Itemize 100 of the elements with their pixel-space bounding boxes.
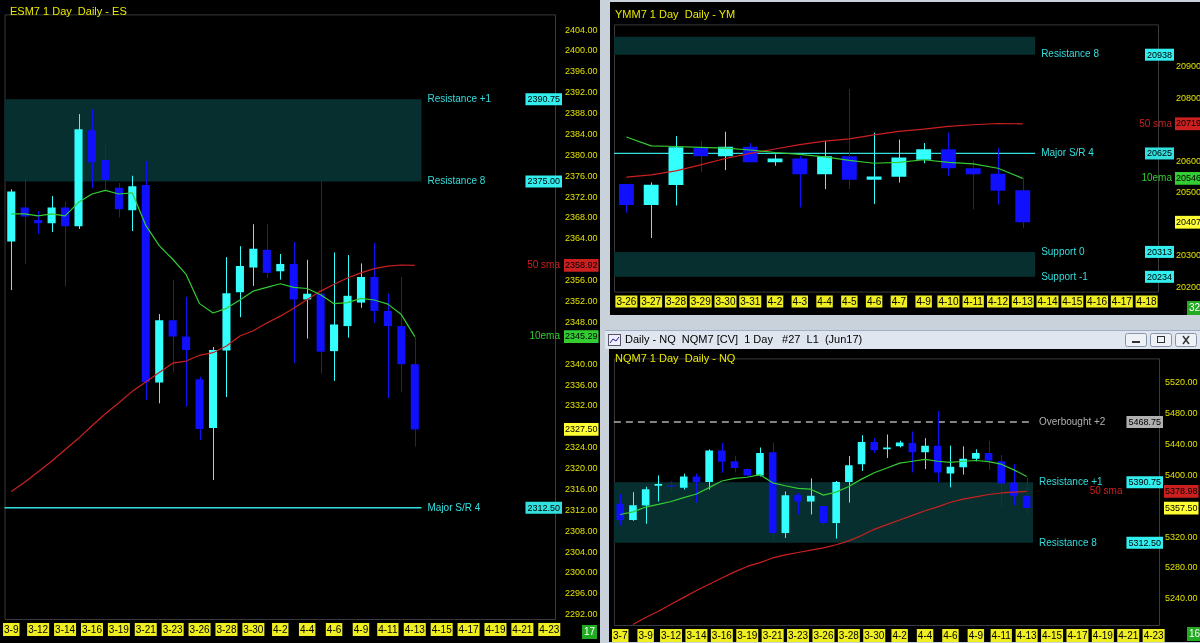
y-tick-label: 5378.98 xyxy=(1165,485,1198,496)
y-tick-label: 2336.00 xyxy=(565,379,598,390)
x-tick-label: 4-17 xyxy=(1111,296,1133,308)
legend-label: 50 sma xyxy=(1139,117,1173,129)
x-tick-label: 3-12 xyxy=(28,623,49,635)
chart-title: YMM7 1 Day Daily - YM xyxy=(615,8,736,21)
annotation: 2375.00 xyxy=(527,176,560,187)
candlestick xyxy=(693,140,709,173)
annotation: 2390.75 xyxy=(527,94,560,105)
x-tick-label: 3-7 xyxy=(613,629,628,641)
x-tick-label: 4-9 xyxy=(968,629,984,641)
chart-subtitle: Daily - NQ NQM7 [CV] 1 Day #27 L1 (Jun17) xyxy=(625,333,863,345)
y-tick-label: 2348.00 xyxy=(565,316,598,327)
y-tick-label: 2300.00 xyxy=(565,567,598,578)
x-tick-label: 3-27 xyxy=(641,296,662,308)
candlestick xyxy=(817,140,832,190)
text: 32 xyxy=(1187,301,1200,315)
x-tick-label: 4-12 xyxy=(987,296,1009,308)
x-tick-label: 4-23 xyxy=(1143,629,1165,641)
annotation: 20625 xyxy=(1146,148,1172,159)
y-tick-label: 20500 xyxy=(1176,187,1200,198)
candlestick xyxy=(883,434,891,459)
annotation: Resistance +1 xyxy=(427,92,492,104)
candlestick xyxy=(616,493,625,527)
candlestick xyxy=(262,223,271,279)
x-tick-label: 4-14 xyxy=(1037,296,1058,308)
y-tick-label: 5320.00 xyxy=(1165,531,1198,542)
candlestick xyxy=(997,454,1006,508)
y-tick-label: 2380.00 xyxy=(565,149,598,160)
y-tick-label: 2404.00 xyxy=(565,24,598,35)
candlestick xyxy=(718,442,726,474)
x-tick-label: 4-2 xyxy=(892,629,908,641)
x-tick-label: 4-9 xyxy=(916,296,932,308)
candlestick xyxy=(857,434,866,472)
annotation: 5312.50 xyxy=(1128,537,1161,548)
x-tick-label: 3-26 xyxy=(813,629,834,641)
x-tick-label: 4-15 xyxy=(1042,629,1063,641)
candlestick xyxy=(667,480,675,494)
candlestick xyxy=(629,491,637,522)
y-tick-label: 5440.00 xyxy=(1165,438,1198,449)
candlestick xyxy=(168,279,177,374)
x-tick-label: 3-21 xyxy=(762,629,784,641)
x-tick-label: 4-6 xyxy=(866,296,882,308)
x-tick-label: 3-28 xyxy=(665,296,687,308)
y-tick-label: 20200 xyxy=(1176,282,1200,293)
x-tick-label: 4-3 xyxy=(792,296,808,308)
x-tick-label: 3-19 xyxy=(108,623,130,635)
x-tick-label: 4-21 xyxy=(1118,629,1139,641)
candlestick xyxy=(794,492,802,515)
x-tick-label: 4-19 xyxy=(485,623,506,635)
y-tick-label: 2324.00 xyxy=(565,442,598,453)
annotation: Resistance 8 xyxy=(1039,536,1098,548)
candlestick xyxy=(114,182,123,218)
y-tick-label: 20719 xyxy=(1176,118,1200,129)
y-tick-label: 20800 xyxy=(1176,92,1200,103)
x-tick-label: 4-7 xyxy=(891,296,907,308)
y-tick-label: 2327.50 xyxy=(565,423,598,434)
y-tick-label: 5280.00 xyxy=(1165,562,1198,573)
y-tick-label: 2356.00 xyxy=(565,275,598,286)
y-tick-label: 5240.00 xyxy=(1165,593,1198,604)
x-tick-label: 3-30 xyxy=(715,296,736,308)
candlestick xyxy=(965,159,981,210)
candlestick xyxy=(990,147,1006,206)
x-tick-label: 3-29 xyxy=(690,296,712,308)
y-tick-label: 2392.00 xyxy=(565,87,598,98)
x-tick-label: 3-14 xyxy=(55,623,76,635)
annotation: 20938 xyxy=(1146,49,1172,60)
y-tick-label: 20407 xyxy=(1176,216,1200,227)
x-tick-label: 3-14 xyxy=(686,629,707,641)
candlestick xyxy=(792,155,808,208)
y-tick-label: 2316.00 xyxy=(565,483,598,494)
x-tick-label: 3-12 xyxy=(661,629,682,641)
candlestick xyxy=(101,142,110,191)
candlestick xyxy=(946,445,955,488)
y-tick-label: 2384.00 xyxy=(565,128,598,139)
x-tick-label: 3-30 xyxy=(243,623,264,635)
x-tick-label: 4-21 xyxy=(512,623,533,635)
candlestick xyxy=(654,474,663,502)
x-tick-label: 4-2 xyxy=(273,623,288,635)
candlestick xyxy=(921,437,929,470)
y-tick-label: 5400.00 xyxy=(1165,469,1198,480)
x-tick-label: 4-18 xyxy=(1136,296,1158,308)
y-tick-label: 2332.00 xyxy=(565,400,598,411)
x-tick-label: 4-11 xyxy=(991,629,1012,641)
annotation: Resistance +1 xyxy=(1039,476,1104,488)
x-tick-label: 4-13 xyxy=(1012,296,1034,308)
x-tick-label: 4-10 xyxy=(938,296,959,308)
x-tick-label: 4-19 xyxy=(1092,629,1114,641)
y-tick-label: 2376.00 xyxy=(565,170,598,181)
text: 17 xyxy=(582,625,598,639)
x-tick-label: 4-2 xyxy=(767,296,783,308)
y-tick-label: 2345.29 xyxy=(565,331,598,342)
x-tick-label: 4-6 xyxy=(326,623,342,635)
y-tick-label: 2400.00 xyxy=(565,45,598,56)
y-tick-label: 2388.00 xyxy=(565,108,598,119)
candlestick xyxy=(819,503,828,527)
x-tick-label: 3-16 xyxy=(81,623,103,635)
x-tick-label: 4-17 xyxy=(1067,629,1088,641)
x-tick-label: 4-23 xyxy=(539,623,560,635)
x-tick-label: 4-11 xyxy=(378,623,398,635)
